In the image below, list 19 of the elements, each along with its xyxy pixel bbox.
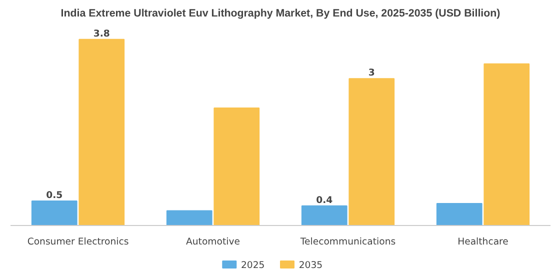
x-tick-label: Consumer Electronics bbox=[27, 236, 129, 248]
data-label: 3.8 bbox=[93, 28, 110, 40]
data-label: 3 bbox=[368, 68, 375, 79]
legend-label: 2035 bbox=[298, 260, 323, 271]
legend-label: 2025 bbox=[240, 260, 265, 271]
bar bbox=[214, 107, 260, 226]
bar bbox=[301, 205, 348, 226]
chart-title: India Extreme Ultraviolet Euv Lithography Market, By End Use, 2025-2035 (USD Billion) bbox=[60, 8, 501, 20]
bar bbox=[484, 63, 530, 226]
data-label: 0.4 bbox=[316, 194, 334, 206]
bar bbox=[166, 210, 212, 226]
data-label: 0.5 bbox=[46, 190, 63, 202]
x-tick-label: Telecommunications bbox=[299, 236, 396, 248]
bar bbox=[348, 78, 395, 226]
bar bbox=[31, 200, 78, 226]
bar bbox=[78, 38, 125, 226]
x-tick-label: Automotive bbox=[186, 236, 240, 248]
bar bbox=[436, 202, 482, 226]
x-tick-label: Healthcare bbox=[458, 236, 509, 248]
